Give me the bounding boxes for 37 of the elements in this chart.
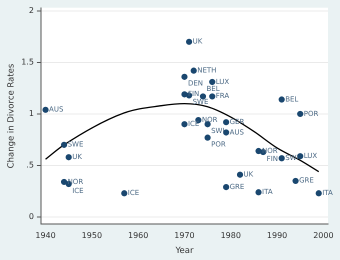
- point: [255, 189, 262, 196]
- x-tick-label: 2000: [313, 231, 334, 240]
- y-tick-label: .5: [26, 160, 34, 170]
- x-tick-label: 1950: [82, 231, 102, 240]
- y-tick-label: 0: [28, 212, 34, 222]
- point: [223, 184, 230, 190]
- y-tick-label: 1.5: [21, 57, 34, 66]
- point: [190, 68, 197, 74]
- point: [204, 134, 211, 141]
- point: [278, 155, 285, 162]
- point: [60, 178, 68, 186]
- point: [223, 119, 230, 126]
- point: [223, 129, 230, 136]
- point: [209, 93, 216, 100]
- x-tick-label: 1940: [35, 231, 56, 240]
- x-axis-title: Year: [174, 246, 194, 256]
- line-series: [44, 102, 320, 172]
- point: [121, 190, 128, 196]
- point: [278, 96, 285, 103]
- point: [236, 172, 244, 178]
- x-tick-label: 1990: [266, 231, 288, 240]
- point: [181, 121, 188, 128]
- x-tick-label: 1970: [174, 231, 195, 240]
- y-axis-title: Change in Divorce Rates: [6, 63, 16, 168]
- x-tick-label: 1960: [128, 231, 148, 240]
- y-tick-label: 2: [28, 6, 34, 15]
- point: [316, 190, 322, 196]
- point: [181, 74, 188, 80]
- point: [297, 110, 304, 118]
- point: [292, 178, 299, 184]
- point: [66, 154, 72, 160]
- y-tick-label: 1: [28, 109, 34, 118]
- point: [60, 142, 68, 148]
- point: [42, 106, 49, 113]
- x-tick-label: 1980: [220, 231, 241, 240]
- point: [186, 38, 192, 45]
- point: [209, 78, 216, 86]
